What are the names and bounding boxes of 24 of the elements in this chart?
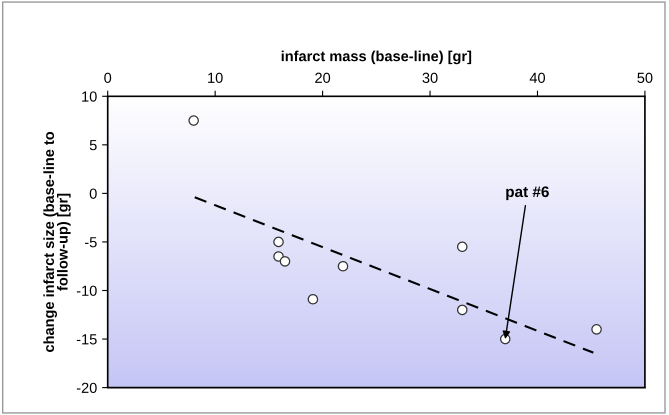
point xyxy=(273,236,284,248)
annotation: pat #6 xyxy=(506,186,549,200)
point xyxy=(456,242,468,252)
x-tick-label: 30 xyxy=(422,72,438,83)
y-tick-label: 5 xyxy=(90,140,97,150)
x-tick-label: 20 xyxy=(315,72,330,83)
x-tick-label: 50 xyxy=(637,72,652,83)
y-tick-label: -5 xyxy=(84,237,97,248)
point xyxy=(456,304,468,316)
y-tick-label: -10 xyxy=(76,286,97,296)
y-tick-label: 0 xyxy=(90,188,97,199)
point xyxy=(188,115,199,126)
x-tick-label: 0 xyxy=(104,72,112,83)
x-tick-label: 40 xyxy=(530,72,546,83)
y-tick-label: 10 xyxy=(82,91,97,102)
x-axis-title: infarct mass (base-line) [gr] xyxy=(282,50,472,64)
y-tick-label: -15 xyxy=(76,334,97,344)
point xyxy=(280,256,290,267)
x-tick-label: 10 xyxy=(208,72,223,83)
y-axis-title: change infarct size (base-line to follow-up) [gr] xyxy=(43,132,71,352)
point xyxy=(338,260,348,272)
point xyxy=(591,324,602,335)
y-tick-label: -20 xyxy=(76,382,97,394)
point xyxy=(308,294,318,305)
